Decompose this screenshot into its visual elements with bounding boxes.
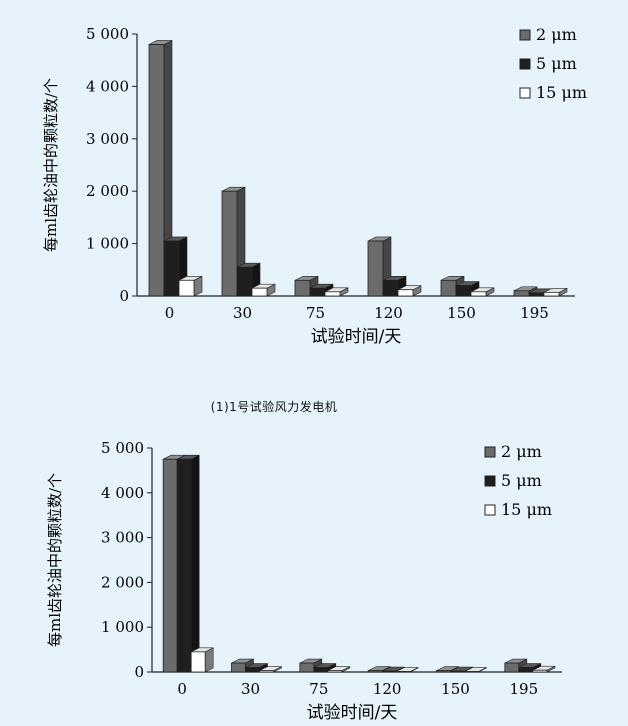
chart-2-bar [176, 454, 200, 673]
chart-2-x-tick-label: 30 [241, 680, 260, 698]
chart-2-bar [327, 666, 351, 673]
chart-1-bar-front [221, 190, 238, 297]
chart-2-x-axis-label: 试验时间/天 [307, 703, 398, 723]
chart-1-bar-front [178, 279, 195, 297]
chart-2-legend-label: 15 μm [501, 500, 552, 519]
chart-2-bar [190, 647, 214, 673]
chart-2-bar-front [395, 671, 411, 673]
chart-2-y-tick-label: 1 000 [101, 618, 144, 636]
chart-2-y-tick-label: 5 000 [101, 439, 144, 457]
chart-2-x-tick-label: 195 [510, 680, 539, 698]
chart-2-bar [395, 667, 419, 673]
chart-1: 0 1 000 2 000 3 000 4 000 5 000 每ml齿轮油中的颗粒数/个 0… [42, 25, 587, 347]
chart-2-x-tick-label: 75 [309, 680, 328, 698]
chart-1-legend-label: 15 μm [536, 83, 587, 102]
chart-2-bar-front [450, 670, 465, 673]
chart-1-bar-front [251, 287, 268, 297]
chart-2-bar-front [259, 670, 274, 673]
chart-1-x-tick-label: 30 [233, 304, 252, 322]
chart-2-x-tick-label: 0 [177, 680, 187, 698]
chart-2-bar-front [436, 670, 451, 673]
chart-2-y-tick-label: 2 000 [101, 573, 144, 591]
chart-1-bar-front [470, 291, 487, 297]
chart-2-bar [259, 666, 282, 673]
chart-1-legend-swatch [519, 87, 531, 99]
chart-1-y-axis-label: 每ml齿轮油中的颗粒数/个 [42, 78, 60, 252]
chart-1-x-tick-label: 75 [306, 304, 325, 322]
chart-2-bar-front [176, 458, 192, 673]
chart-2-bar-front [381, 670, 397, 673]
chart-1-caption: (1)1号试验风力发电机 [210, 400, 338, 414]
chart-1-bar-front [382, 279, 399, 297]
chart-1-y-tick-label: 2 000 [86, 182, 129, 200]
chart-2-bar-front [245, 667, 260, 673]
chart-2-legend-swatch [484, 446, 496, 458]
chart-1-bar [324, 287, 349, 297]
chart-2-legend-swatch [484, 504, 496, 516]
chart-2-bar-front [518, 667, 534, 673]
chart-2-bar [532, 665, 556, 673]
chart-1-y-tick-label: 3 000 [86, 130, 129, 148]
chart-1-bar-front [163, 240, 180, 297]
chart-1-bar-front [397, 289, 414, 297]
chart-1-bar [148, 39, 173, 297]
chart-2-x-tick-label: 120 [373, 680, 402, 698]
chart-2-bar-front [532, 669, 548, 673]
chart-2-bar-front [162, 458, 178, 673]
chart-1-bar [251, 283, 276, 297]
chart-1-legend-label: 5 μm [536, 54, 577, 73]
chart-1-x-tick-label: 150 [447, 304, 476, 322]
chart-2-bar-front [299, 662, 315, 673]
chart-1-bar-front [148, 44, 165, 297]
chart-2-bar [464, 667, 487, 673]
chart-1-x-tick-label: 195 [520, 304, 549, 322]
chart-1-bar-front [455, 285, 472, 297]
chart-1-legend-swatch [519, 58, 531, 70]
chart-2-bar-front [313, 667, 329, 673]
chart-1-legend-swatch [519, 29, 531, 41]
chart-1-x-tick-label: 0 [165, 304, 175, 322]
chart-1-bar [543, 287, 568, 297]
chart-2-bar-front [367, 670, 383, 673]
chart-2-bar-side [190, 454, 200, 673]
chart-1-bar [397, 285, 422, 297]
chart-2-y-tick-label: 4 000 [101, 484, 144, 502]
chart-2-y-axis-label: 每ml齿轮油中的颗粒数/个 [46, 473, 64, 647]
chart-2-legend-label: 2 μm [501, 442, 542, 461]
chart-2-bar-front [327, 670, 343, 673]
chart-1-bar-front [543, 291, 560, 297]
chart-1-y-tick-label: 1 000 [86, 235, 129, 253]
chart-1-bar-front [236, 266, 253, 297]
chart-2-bar-front [504, 662, 520, 673]
chart-1-y-tick-label: 5 000 [86, 25, 129, 43]
chart-2-x-tick-label: 150 [441, 680, 470, 698]
chart-2-bar-front [231, 662, 246, 673]
chart-2-y-tick-label: 0 [134, 663, 144, 681]
chart-1-y-tick-label: 4 000 [86, 77, 129, 95]
chart-1-bar [178, 275, 203, 297]
chart-1-x-axis-label: 试验时间/天 [311, 327, 402, 347]
chart-1-bar-front [367, 240, 384, 297]
chart-2-legend-label: 5 μm [501, 471, 542, 490]
chart-1-bar [470, 287, 495, 297]
chart-2-legend-swatch [484, 475, 496, 487]
chart-1-legend-label: 2 μm [536, 25, 577, 44]
chart-1-y-tick-label: 0 [119, 287, 129, 305]
chart-2-y-tick-label: 3 000 [101, 529, 144, 547]
chart-2-bar-front [464, 671, 479, 673]
chart-2-bar-front [190, 651, 206, 673]
chart-1-bar-front [324, 291, 341, 297]
chart-1-x-tick-label: 120 [374, 304, 403, 322]
